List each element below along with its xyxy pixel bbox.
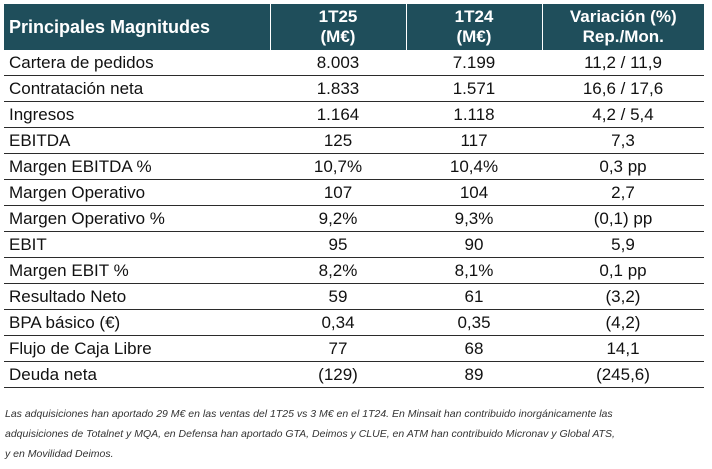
- row-label: Margen Operativo: [4, 179, 270, 206]
- table-row: Margen Operativo % 9,2% 9,3% (0,1) pp: [4, 205, 704, 232]
- value-1t25: 10,7%: [270, 153, 406, 180]
- row-label: EBITDA: [4, 127, 270, 154]
- value-1t25: 1.833: [270, 75, 406, 102]
- value-1t24: 1.118: [406, 101, 542, 128]
- header-col-1t25-unit: (M€): [320, 27, 356, 46]
- value-1t25: 1.164: [270, 101, 406, 128]
- value-variacion: (4,2): [542, 309, 704, 336]
- table-row: Ingresos 1.164 1.118 4,2 / 5,4: [4, 101, 704, 128]
- value-1t25: 95: [270, 231, 406, 258]
- row-label: Deuda neta: [4, 361, 270, 388]
- row-label: Ingresos: [4, 101, 270, 128]
- footnote: Las adquisiciones han aportado 29 M€ en …: [5, 404, 705, 464]
- row-label: Margen EBIT %: [4, 257, 270, 284]
- value-1t24: 117: [406, 127, 542, 154]
- table-row: Deuda neta (129) 89 (245,6): [4, 361, 704, 388]
- value-1t25: 8,2%: [270, 257, 406, 284]
- value-1t25: 107: [270, 179, 406, 206]
- value-variacion: (3,2): [542, 283, 704, 310]
- table-row: Margen EBITDA % 10,7% 10,4% 0,3 pp: [4, 153, 704, 180]
- table-row: EBITDA 125 117 7,3: [4, 127, 704, 154]
- header-col-variacion-sub: Rep./Mon.: [582, 27, 664, 46]
- value-variacion: (0,1) pp: [542, 205, 704, 232]
- value-1t24: 1.571: [406, 75, 542, 102]
- value-variacion: 11,2 / 11,9: [542, 50, 704, 76]
- value-variacion: (245,6): [542, 361, 704, 388]
- header-col-1t24-unit: (M€): [456, 27, 492, 46]
- table-row: Contratación neta 1.833 1.571 16,6 / 17,…: [4, 75, 704, 102]
- value-1t24: 8,1%: [406, 257, 542, 284]
- value-1t25: 8.003: [270, 50, 406, 76]
- header-label: Principales Magnitudes: [4, 4, 270, 50]
- value-1t25: 59: [270, 283, 406, 310]
- table-row: Margen Operativo 107 104 2,7: [4, 179, 704, 206]
- value-1t25: 0,34: [270, 309, 406, 336]
- value-variacion: 7,3: [542, 127, 704, 154]
- value-variacion: 16,6 / 17,6: [542, 75, 704, 102]
- header-col-variacion: Variación (%) Rep./Mon.: [541, 4, 704, 50]
- table-row: EBIT 95 90 5,9: [4, 231, 704, 258]
- value-variacion: 4,2 / 5,4: [542, 101, 704, 128]
- row-label: Resultado Neto: [4, 283, 270, 310]
- row-label: EBIT: [4, 231, 270, 258]
- value-variacion: 2,7: [542, 179, 704, 206]
- value-1t25: 125: [270, 127, 406, 154]
- row-label: Contratación neta: [4, 75, 270, 102]
- principales-magnitudes-table: Principales Magnitudes 1T25 (M€) 1T24 (M…: [4, 4, 704, 388]
- table-row: Margen EBIT % 8,2% 8,1% 0,1 pp: [4, 257, 704, 284]
- value-1t25: 9,2%: [270, 205, 406, 232]
- value-1t24: 0,35: [406, 309, 542, 336]
- value-variacion: 0,3 pp: [542, 153, 704, 180]
- table-row: Cartera de pedidos 8.003 7.199 11,2 / 11…: [4, 50, 704, 76]
- header-row: Principales Magnitudes 1T25 (M€) 1T24 (M…: [4, 4, 704, 50]
- value-variacion: 14,1: [542, 335, 704, 362]
- value-1t24: 90: [406, 231, 542, 258]
- value-1t25: 77: [270, 335, 406, 362]
- row-label: Cartera de pedidos: [4, 50, 270, 76]
- value-1t24: 104: [406, 179, 542, 206]
- value-1t24: 89: [406, 361, 542, 388]
- header-col-1t25: 1T25 (M€): [269, 4, 406, 50]
- value-variacion: 5,9: [542, 231, 704, 258]
- table-header: Principales Magnitudes 1T25 (M€) 1T24 (M…: [4, 4, 704, 50]
- value-1t24: 68: [406, 335, 542, 362]
- value-1t24: 10,4%: [406, 153, 542, 180]
- value-1t24: 61: [406, 283, 542, 310]
- value-1t24: 9,3%: [406, 205, 542, 232]
- header-col-1t24: 1T24 (M€): [405, 4, 542, 50]
- table-row: Flujo de Caja Libre 77 68 14,1: [4, 335, 704, 362]
- header-col-variacion-title: Variación (%): [569, 7, 677, 26]
- footnote-line: adquisiciones de Totalnet y MQA, en Defe…: [5, 428, 615, 440]
- row-label: Margen Operativo %: [4, 205, 270, 232]
- table-body: Cartera de pedidos 8.003 7.199 11,2 / 11…: [4, 50, 704, 388]
- row-label: Margen EBITDA %: [4, 153, 270, 180]
- footnote-line: Las adquisiciones han aportado 29 M€ en …: [5, 408, 613, 420]
- header-col-1t25-period: 1T25: [318, 7, 358, 26]
- row-label: Flujo de Caja Libre: [4, 335, 270, 362]
- header-col-1t24-period: 1T24: [454, 7, 494, 26]
- table-row: Resultado Neto 59 61 (3,2): [4, 283, 704, 310]
- value-1t24: 7.199: [406, 50, 542, 76]
- value-variacion: 0,1 pp: [542, 257, 704, 284]
- row-label: BPA básico (€): [4, 309, 270, 336]
- value-1t25: (129): [270, 361, 406, 388]
- table-row: BPA básico (€) 0,34 0,35 (4,2): [4, 309, 704, 336]
- footnote-line: y en Movilidad Deimos.: [5, 448, 114, 460]
